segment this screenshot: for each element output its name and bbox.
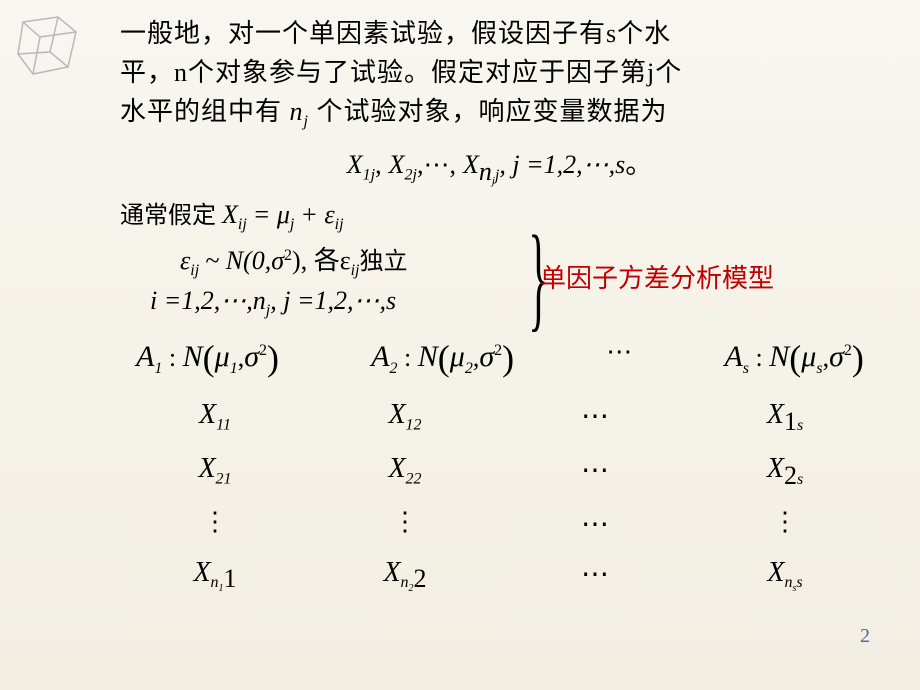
dist-cell-2: A2 : N(μ2,σ2) [371, 337, 514, 379]
matrix-row-n: Xn11 Xn22 ⋯ Xnss [120, 557, 880, 595]
intro-line-3: 水平的组中有 nj 个试验对象，响应变量数据为 [120, 92, 880, 134]
intro-paragraph: 一般地，对一个单因素试验，假设因子有s个水 平，n个对象参与了试验。假定对应于因… [120, 14, 880, 134]
matrix-row-1: X11 X12 ⋯ X1s [120, 399, 880, 437]
intro-line-1: 一般地，对一个单因素试验，假设因子有s个水 [120, 14, 880, 53]
matrix-row-2: X21 X22 ⋯ X2s [120, 453, 880, 491]
dist-cell-s: As : N(μs,σ2) [724, 337, 863, 379]
dist-dots: ⋯ [606, 337, 632, 379]
slide-content: 一般地，对一个单因素试验，假设因子有s个水 平，n个对象参与了试验。假定对应于因… [0, 0, 920, 594]
distribution-row: A1 : N(μ1,σ2) A2 : N(μ2,σ2) ⋯ As : N(μs,… [90, 337, 910, 379]
model-name-label: 单因子方差分析模型 [540, 258, 774, 295]
intro-line-2: 平，n个对象参与了试验。假定对应于因子第j个 [120, 53, 880, 92]
model-eq-1: 通常假定 Xij = μj + εij [120, 195, 880, 234]
sequence-definition: X1j, X2j,⋯, Xnjj, j =1,2,⋯,s。 [120, 142, 880, 187]
matrix-row-vdots: ⋮ ⋮ ⋯ ⋮ [120, 507, 880, 541]
data-matrix: X11 X12 ⋯ X1s X21 X22 ⋯ X2s ⋮ ⋮ ⋯ ⋮ Xn11… [120, 399, 880, 594]
slide-decoration-icon [8, 12, 88, 92]
dist-cell-1: A1 : N(μ1,σ2) [136, 337, 279, 379]
page-number: 2 [860, 625, 870, 648]
